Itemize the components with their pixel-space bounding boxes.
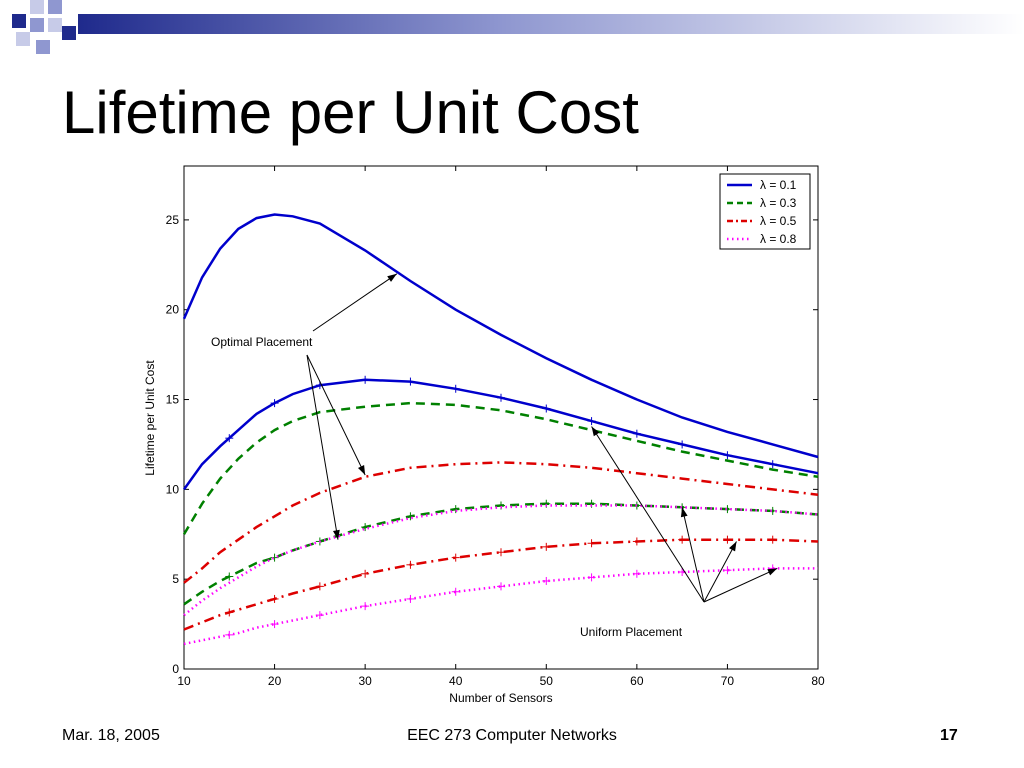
uniform-marker [451, 553, 460, 562]
annotation-arrows [306, 273, 778, 603]
uniform-marker [361, 569, 370, 578]
page-number: 17 [940, 727, 958, 744]
annotation-arrow [703, 541, 737, 603]
uniform-marker [542, 542, 551, 551]
x-tick-label: 30 [358, 674, 372, 688]
annotation-arrow [306, 354, 366, 476]
uniform-marker [225, 608, 234, 617]
axis-ticks: 10 20 30 40 50 60 70 80 0 5 10 15 20 25 [166, 166, 825, 688]
series-lines [182, 213, 819, 646]
legend-label-1: λ = 0.1 [760, 178, 797, 192]
footer-course: EEC 273 Computer Networks [407, 727, 617, 744]
uniform-marker [406, 377, 415, 386]
uniform-marker [768, 535, 777, 544]
series-line-optimal-7 [183, 504, 819, 617]
legend-label-3: λ = 0.5 [760, 214, 797, 228]
slide-header-decoration [12, 0, 1024, 54]
uniform-marker [406, 594, 415, 603]
uniform-marker [678, 440, 687, 449]
x-tick-label: 60 [630, 674, 644, 688]
x-tick-label: 20 [268, 674, 282, 688]
series-line-optimal-1 [182, 213, 819, 459]
uniform-marker [270, 620, 279, 629]
series-line-optimal-3 [182, 401, 819, 535]
uniform-marker [587, 573, 596, 582]
uniform-marker [361, 375, 370, 384]
footer-date: Mar. 18, 2005 [62, 727, 160, 744]
uniform-marker [723, 505, 732, 514]
y-axis-label: Lifetime per Unit Cost [143, 360, 157, 476]
y-tick-label: 10 [166, 482, 180, 496]
uniform-marker [632, 569, 641, 578]
slide-title: Lifetime per Unit Cost [62, 79, 639, 146]
annotation-arrow [312, 273, 398, 332]
annotation-arrow [591, 426, 705, 603]
annotation-arrow [306, 354, 340, 540]
legend-label-4: λ = 0.8 [760, 232, 797, 246]
uniform-marker [315, 582, 324, 591]
annotation-uniform: Uniform Placement [580, 625, 683, 639]
uniform-marker [225, 572, 234, 581]
uniform-marker [225, 434, 234, 443]
uniform-marker [497, 582, 505, 591]
uniform-marker [406, 560, 415, 569]
x-tick-label: 40 [449, 674, 463, 688]
uniform-marker [270, 399, 279, 408]
x-tick-label: 50 [540, 674, 554, 688]
uniform-marker [542, 576, 551, 585]
y-tick-label: 0 [172, 662, 179, 676]
uniform-marker [315, 611, 324, 620]
x-tick-label: 80 [811, 674, 825, 688]
y-tick-label: 5 [172, 572, 179, 586]
y-tick-label: 20 [166, 303, 180, 317]
uniform-marker [723, 451, 732, 460]
uniform-marker [768, 460, 777, 469]
uniform-marker [225, 630, 234, 639]
annotation-arrow [680, 507, 705, 603]
uniform-marker [723, 535, 732, 544]
x-axis-label: Number of Sensors [449, 691, 552, 705]
legend-box [719, 173, 811, 250]
uniform-marker [587, 539, 596, 548]
uniform-marker [270, 594, 279, 603]
annotation-optimal: Optimal Placement [211, 335, 313, 349]
y-tick-label: 25 [166, 213, 180, 227]
uniform-marker [451, 384, 460, 393]
uniform-marker [497, 393, 505, 402]
x-tick-label: 70 [721, 674, 735, 688]
legend-label-2: λ = 0.3 [760, 196, 797, 210]
uniform-marker [451, 587, 460, 596]
y-tick-label: 15 [166, 393, 180, 407]
annotation-arrow [703, 567, 778, 603]
uniform-marker [632, 537, 641, 546]
uniform-marker [451, 505, 460, 514]
uniform-marker [678, 535, 687, 544]
series-line-optimal-5 [183, 461, 819, 584]
uniform-marker [542, 404, 551, 413]
uniform-marker [361, 602, 370, 611]
uniform-marker [406, 512, 415, 521]
legend: λ = 0.1 λ = 0.3 λ = 0.5 λ = 0.8 [719, 173, 811, 250]
uniform-marker [632, 429, 641, 438]
uniform-marker [587, 417, 596, 426]
x-tick-label: 10 [177, 674, 191, 688]
uniform-marker [723, 566, 732, 575]
uniform-marker [497, 548, 505, 557]
